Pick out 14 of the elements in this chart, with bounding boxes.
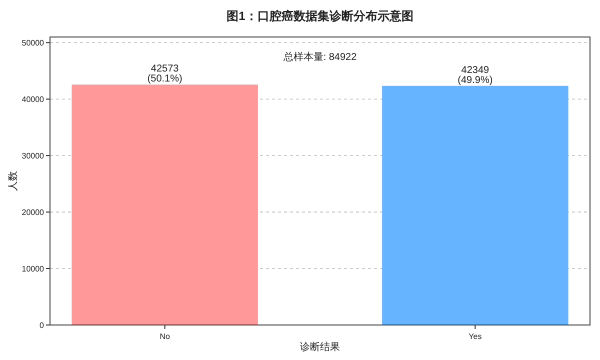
x-tick-label: Yes (468, 332, 482, 341)
y-axis-title: 人数 (8, 171, 19, 191)
data-label: 42573 (50.1%) (147, 64, 182, 85)
chart-title: 图1：口腔癌数据集诊断分布示意图 (226, 9, 414, 23)
y-tick-label: 0 (40, 321, 45, 330)
y-tick-label: 40000 (22, 95, 45, 104)
x-axis-title: 诊断结果 (300, 341, 340, 353)
y-tick-label: 30000 (22, 152, 45, 161)
data-label: 42349 (49.9%) (458, 64, 493, 86)
y-tick-label: 20000 (22, 208, 45, 218)
y-tick-label: 50000 (22, 38, 45, 48)
annotation: 总样本量: 84922 (282, 51, 358, 63)
y-tick-label: 10000 (22, 264, 45, 274)
x-tick-label: No (160, 332, 170, 341)
